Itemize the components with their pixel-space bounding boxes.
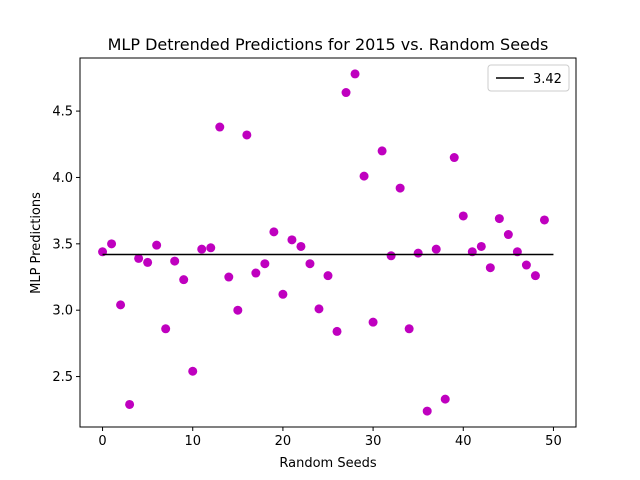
data-point (422, 406, 432, 416)
x-tick-label: 40 (455, 434, 472, 449)
y-tick-label: 2.5 (52, 370, 73, 385)
x-tick-label: 30 (365, 434, 382, 449)
data-point (305, 259, 315, 269)
data-point (386, 251, 396, 261)
data-point (197, 244, 207, 254)
data-point (485, 263, 495, 273)
y-axis-title: MLP Predictions (29, 192, 44, 294)
data-point (314, 304, 324, 314)
data-point (260, 259, 270, 269)
legend: 3.42 (487, 64, 570, 92)
data-point (323, 271, 333, 281)
plot-area (98, 69, 554, 416)
legend-label: 3.42 (533, 72, 562, 87)
data-point (179, 275, 189, 285)
data-point (224, 272, 234, 282)
data-point (449, 153, 459, 163)
legend-box (487, 64, 570, 92)
data-point (134, 253, 144, 263)
data-point (170, 256, 180, 266)
x-tick-label: 10 (184, 434, 201, 449)
data-point (494, 214, 504, 224)
data-point (125, 399, 135, 409)
data-point (188, 366, 198, 376)
y-tick-label: 3.0 (52, 304, 73, 319)
data-point (269, 227, 279, 237)
x-tick-label: 50 (545, 434, 562, 449)
data-point (143, 257, 153, 267)
data-point (377, 146, 387, 156)
data-point (233, 305, 243, 315)
data-point (287, 235, 297, 245)
data-point (116, 300, 126, 310)
data-point (440, 394, 450, 404)
y-axis-ticks: 2.5 3.0 3.5 4.0 4.5 (52, 105, 80, 385)
data-point (206, 243, 216, 253)
data-point (368, 317, 378, 327)
data-point (251, 268, 261, 278)
data-point (296, 241, 306, 251)
data-point (161, 324, 171, 334)
axes-frame (79, 57, 577, 428)
data-point (332, 326, 342, 336)
data-point (107, 239, 117, 249)
chart-title: MLP Detrended Predictions for 2015 vs. R… (108, 35, 549, 54)
data-point (476, 241, 486, 251)
data-point (413, 248, 423, 258)
data-point (395, 183, 405, 193)
data-point (404, 324, 414, 334)
y-tick-label: 4.5 (52, 105, 73, 120)
data-point (359, 171, 369, 181)
data-point (431, 244, 441, 254)
x-axis-ticks: 0 10 20 30 40 50 (98, 427, 562, 449)
data-point (341, 88, 351, 98)
x-axis-title: Random Seeds (279, 456, 376, 471)
data-point (503, 230, 513, 240)
data-point (152, 240, 162, 250)
y-tick-label: 4.0 (52, 171, 73, 186)
data-point (215, 122, 225, 132)
x-tick-label: 0 (98, 434, 106, 449)
data-point (530, 271, 540, 281)
data-point (539, 215, 549, 225)
x-tick-label: 20 (275, 434, 292, 449)
data-point (278, 289, 288, 299)
y-tick-label: 3.5 (52, 237, 73, 252)
data-point (521, 260, 531, 270)
data-point (458, 211, 468, 221)
data-point (350, 69, 360, 79)
data-point (242, 130, 252, 140)
